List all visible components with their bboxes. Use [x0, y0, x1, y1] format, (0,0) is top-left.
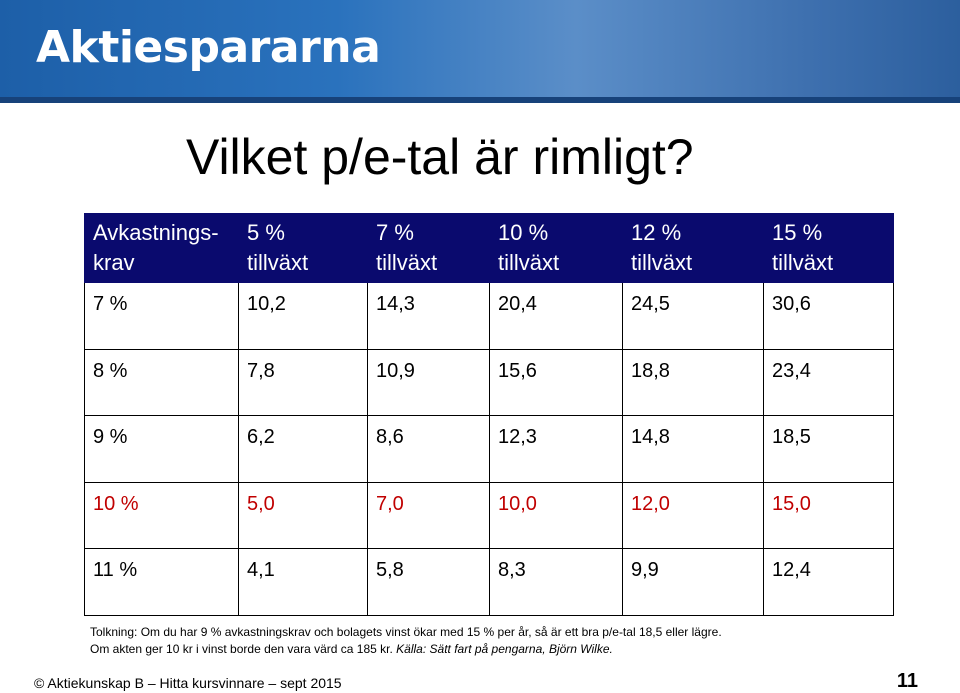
banner: Aktiespararna — [0, 0, 960, 103]
slide-title: Vilket p/e-tal är rimligt? — [186, 129, 694, 185]
header-line: krav — [93, 250, 135, 275]
table-row: 9 % 6,2 8,6 12,3 14,8 18,5 — [84, 415, 894, 483]
table-cell: 15,0 — [763, 481, 894, 550]
header-line: Avkastnings- — [93, 220, 219, 245]
header-cell: 5 % tillväxt — [238, 213, 368, 283]
table-row: 8 % 7,8 10,9 15,6 18,8 23,4 — [84, 348, 894, 417]
table-cell: 11 % — [84, 548, 239, 616]
note-line: Tolkning: Om du har 9 % avkastningskrav … — [90, 625, 722, 639]
header-line: 5 % — [247, 220, 285, 245]
table-cell: 18,8 — [622, 348, 764, 417]
table-cell: 12,0 — [622, 481, 764, 550]
note: Tolkning: Om du har 9 % avkastningskrav … — [90, 624, 722, 658]
table-row: 10 % 5,0 7,0 10,0 12,0 15,0 — [84, 481, 894, 550]
header-cell: 15 % tillväxt — [763, 213, 894, 283]
table-cell: 7 % — [84, 282, 239, 350]
header-line: tillväxt — [498, 250, 560, 275]
table-cell: 6,2 — [238, 415, 368, 483]
table-cell: 5,8 — [367, 548, 490, 616]
table-cell: 9,9 — [622, 548, 764, 616]
footer: © Aktiekunskap B – Hitta kursvinnare – s… — [34, 675, 342, 691]
table-cell: 23,4 — [763, 348, 894, 417]
table-cell: 8 % — [84, 348, 239, 417]
table-cell: 10,2 — [238, 282, 368, 350]
header-cell: Avkastnings-krav — [84, 213, 239, 283]
banner-stripe — [0, 97, 960, 103]
table-cell: 7,0 — [367, 481, 490, 550]
table-cell: 15,6 — [489, 348, 623, 417]
header-line: 7 % — [376, 220, 414, 245]
pe-table: Avkastnings-krav 5 % tillväxt 7 % tillväxt 10… — [84, 213, 894, 616]
header-line: tillväxt — [247, 250, 309, 275]
table-cell: 7,8 — [238, 348, 368, 417]
table-cell: 14,3 — [367, 282, 490, 350]
header-line: 15 % — [772, 220, 823, 245]
table-cell: 14,8 — [622, 415, 764, 483]
table-cell: 24,5 — [622, 282, 764, 350]
table-cell: 10,0 — [489, 481, 623, 550]
note-source: Källa: Sätt fart på pengarna, Björn Wilk… — [396, 642, 613, 656]
header-cell: 12 % tillväxt — [622, 213, 764, 283]
table-cell: 30,6 — [763, 282, 894, 350]
table-cell: 18,5 — [763, 415, 894, 483]
header-line: tillväxt — [772, 250, 834, 275]
table-cell: 12,3 — [489, 415, 623, 483]
header-line: tillväxt — [376, 250, 438, 275]
table-cell: 10,9 — [367, 348, 490, 417]
header-row: Avkastnings-krav 5 % tillväxt 7 % tillväxt 10… — [84, 213, 894, 283]
page-number: 11 — [896, 670, 918, 692]
table-cell: 8,6 — [367, 415, 490, 483]
note-text: Om akten ger 10 kr i vinst borde den var… — [90, 642, 393, 656]
header-line: 10 % — [498, 220, 549, 245]
table-cell: 20,4 — [489, 282, 623, 350]
header-line: tillväxt — [631, 250, 693, 275]
table-cell: 5,0 — [238, 481, 368, 550]
table-row: 7 % 10,2 14,3 20,4 24,5 30,6 — [84, 282, 894, 350]
logo: Aktiespararna — [36, 22, 381, 73]
table-cell: 4,1 — [238, 548, 368, 616]
table-row: 11 % 4,1 5,8 8,3 9,9 12,4 — [84, 548, 894, 616]
header-line: 12 % — [631, 220, 682, 245]
header-cell: 7 % tillväxt — [367, 213, 490, 283]
table-cell: 8,3 — [489, 548, 623, 616]
table-cell: 10 % — [84, 481, 239, 550]
header-cell: 10 % tillväxt — [489, 213, 623, 283]
note-line: Om akten ger 10 kr i vinst borde den var… — [90, 641, 722, 658]
table-cell: 12,4 — [763, 548, 894, 616]
table-cell: 9 % — [84, 415, 239, 483]
